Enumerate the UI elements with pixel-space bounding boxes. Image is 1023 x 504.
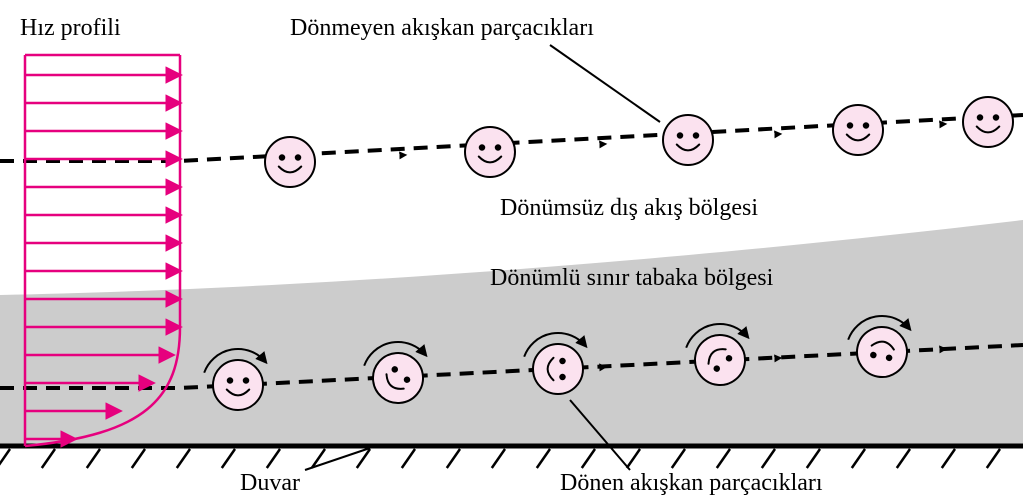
wall-hatch [942,449,955,468]
fluid-particle-face [663,115,713,165]
wall-hatch [627,449,640,468]
wall-hatch [897,449,910,468]
label-irrotational-region: Dönümsüz dış akış bölgesi [500,195,758,221]
wall-hatch [447,449,460,468]
fluid-particle-face [833,105,883,155]
wall-hatch [807,449,820,468]
wall-hatch [852,449,865,468]
wall-hatch [717,449,730,468]
label-velocity-profile: Hız profili [20,15,121,41]
leader-wall [305,448,370,470]
wall-hatch [672,449,685,468]
label-rotating-particles: Dönen akışkan parçacıkları [560,470,823,496]
wall-hatch [222,449,235,468]
wall-hatch [42,449,55,468]
label-rotational-region: Dönümlü sınır tabaka bölgesi [490,265,774,291]
wall-hatch [177,449,190,468]
fluid-particle-face [265,137,315,187]
leader-non_rotating [550,45,660,122]
label-wall: Duvar [240,470,300,496]
wall-hatch [132,449,145,468]
wall-hatch [267,449,280,468]
fluid-particle-face [465,127,515,177]
boundary-layer-diagram: Hız profili Dönmeyen akışkan parçacıkları… [0,0,1023,504]
wall-hatch [402,449,415,468]
wall-hatch [87,449,100,468]
wall-hatch [537,449,550,468]
wall-hatch [492,449,505,468]
wall-hatch [762,449,775,468]
wall-hatch [987,449,1000,468]
wall-hatch [0,449,10,468]
label-non-rotating-particles: Dönmeyen akışkan parçacıkları [290,15,594,41]
fluid-particle-face [963,97,1013,147]
wall-hatch [582,449,595,468]
fluid-particle-face [213,360,263,410]
fluid-particle-face [533,344,583,394]
